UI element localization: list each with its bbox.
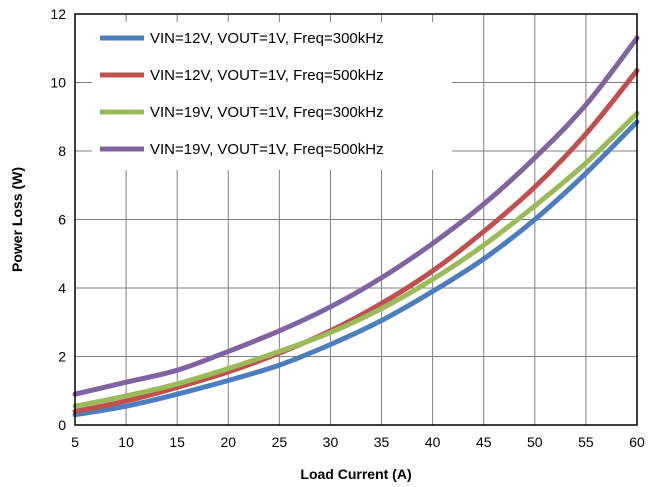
x-tick-label: 20 [220,434,236,450]
x-tick-label: 55 [578,434,594,450]
x-tick-label: 45 [476,434,492,450]
x-tick-label: 5 [71,434,79,450]
x-tick-label: 35 [374,434,390,450]
y-tick-label: 12 [50,6,66,22]
y-tick-label: 2 [58,349,66,365]
x-tick-label: 15 [169,434,185,450]
y-tick-label: 8 [58,143,66,159]
y-tick-label: 10 [50,75,66,91]
x-tick-label: 30 [323,434,339,450]
y-tick-label: 0 [58,417,66,433]
x-axis-title: Load Current (A) [300,466,411,482]
y-tick-label: 6 [58,212,66,228]
legend-entry-label: VIN=19V, VOUT=1V, Freq=300kHz [150,104,384,121]
legend-entry-label: VIN=12V, VOUT=1V, Freq=500kHz [150,67,384,84]
x-tick-label: 50 [527,434,543,450]
x-tick-label: 10 [118,434,134,450]
x-tick-label: 40 [425,434,441,450]
x-tick-label: 60 [629,434,645,450]
legend-entry-label: VIN=12V, VOUT=1V, Freq=300kHz [150,30,384,47]
x-tick-label: 25 [272,434,288,450]
y-tick-label: 4 [58,280,66,296]
legend-entry-label: VIN=19V, VOUT=1V, Freq=500kHz [150,141,384,158]
y-axis-title: Power Loss (W) [9,167,25,272]
